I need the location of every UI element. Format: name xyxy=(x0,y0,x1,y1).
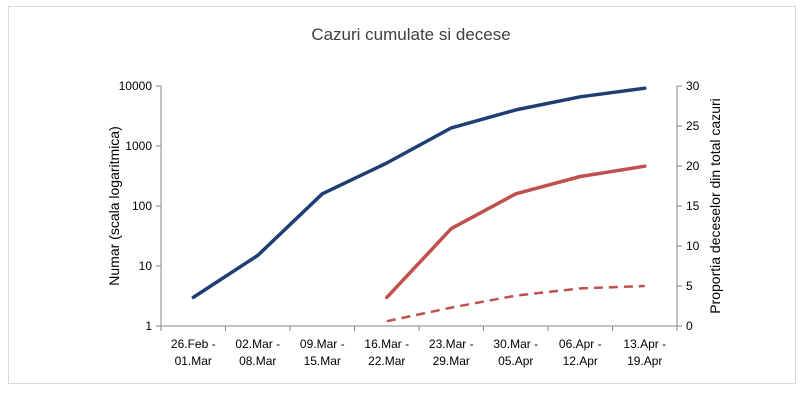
x-tick-label: 16.Mar -22.Mar xyxy=(364,337,409,368)
chart-frame xyxy=(8,6,796,384)
series-lines xyxy=(191,86,647,323)
y-right-tick-label: 10 xyxy=(686,239,700,253)
x-tick-label: 02.Mar -08.Mar xyxy=(235,337,280,368)
x-tick-label: 09.Mar -15.Mar xyxy=(300,337,345,368)
series-line-3 xyxy=(386,284,645,323)
x-tick-label: 30.Mar -05.Apr xyxy=(493,337,538,368)
series-line-1 xyxy=(191,86,647,300)
y-left-tick-label: 10000 xyxy=(119,79,153,93)
series-line-2 xyxy=(385,164,647,300)
y-right-tick-label: 25 xyxy=(686,119,700,133)
x-tick-label: 26.Feb -01.Mar xyxy=(171,337,216,368)
y-left-tick-label: 100 xyxy=(132,199,152,213)
y-left-tick-label: 10 xyxy=(139,259,153,273)
x-tick-label: 13.Apr -19.Apr xyxy=(623,337,666,368)
axes xyxy=(156,85,682,331)
chart-title: Cazuri cumulate si decese xyxy=(311,25,510,44)
tick-labels: 1 10 100 1000 10000 0 5 10 15 20 25 30 26.Feb -01.Ma… xyxy=(119,79,700,368)
y-axis-right-title: Proportia deceselor din total cazuri xyxy=(707,98,723,314)
y-right-tick-label: 15 xyxy=(686,199,700,213)
x-tick-label: 23.Mar -29.Mar xyxy=(429,337,474,368)
y-right-tick-label: 30 xyxy=(686,79,700,93)
y-left-tick-label: 1 xyxy=(145,319,152,333)
y-left-tick-label: 1000 xyxy=(125,139,152,153)
y-right-tick-label: 5 xyxy=(686,279,693,293)
y-right-tick-label: 20 xyxy=(686,159,700,173)
y-right-tick-label: 0 xyxy=(686,319,693,333)
y-axis-left-title: Numar (scala logaritmica) xyxy=(106,126,122,285)
x-tick-label: 06.Apr -12.Apr xyxy=(559,337,602,368)
